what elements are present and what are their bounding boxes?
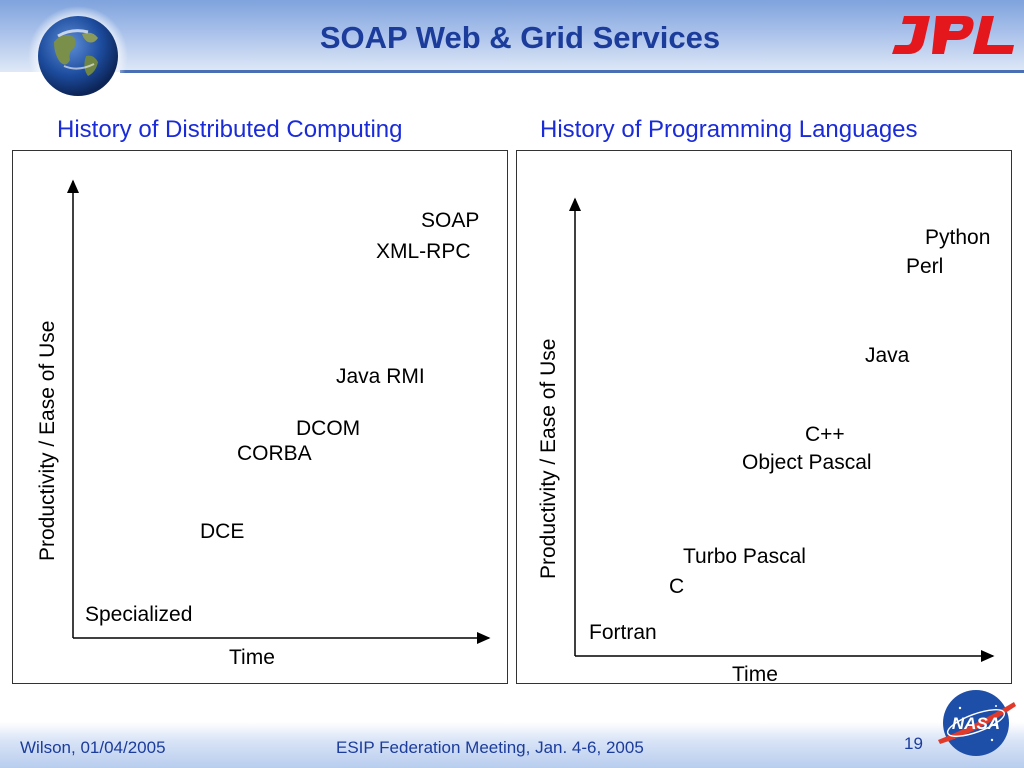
left-x-axis-label: Time xyxy=(229,646,275,669)
item-cplusplus: C++ xyxy=(805,423,845,446)
footer-event: ESIP Federation Meeting, Jan. 4-6, 2005 xyxy=(336,738,644,757)
item-perl: Perl xyxy=(906,255,944,278)
earth-globe-icon xyxy=(28,6,128,106)
right-panel-heading: History of Programming Languages xyxy=(540,116,918,143)
item-object-pascal: Object Pascal xyxy=(742,451,872,474)
item-dcom: DCOM xyxy=(296,417,361,440)
nasa-logo: NASA xyxy=(938,690,1016,756)
item-xml-rpc: XML-RPC xyxy=(376,240,471,263)
item-java-rmi: Java RMI xyxy=(336,365,425,388)
page-number: 19 xyxy=(904,734,923,753)
item-c: C xyxy=(669,575,685,598)
item-dce: DCE xyxy=(200,520,245,543)
footer-author-date: Wilson, 01/04/2005 xyxy=(20,738,166,757)
right-x-axis-label: Time xyxy=(732,663,778,686)
left-y-axis-label: Productivity / Ease of Use xyxy=(36,320,59,561)
item-corba: CORBA xyxy=(237,442,312,465)
item-specialized: Specialized xyxy=(85,603,193,626)
left-panel: Productivity / Ease of Use Time Speciali… xyxy=(12,150,508,684)
right-panel: Productivity / Ease of Use Time Fortran … xyxy=(516,150,1012,686)
left-panel-heading: History of Distributed Computing xyxy=(57,116,403,143)
item-soap: SOAP xyxy=(421,209,480,232)
item-turbo-pascal: Turbo Pascal xyxy=(683,545,806,568)
right-y-axis-label: Productivity / Ease of Use xyxy=(537,338,560,579)
footer-bar xyxy=(0,722,1024,768)
slide-title: SOAP Web & Grid Services xyxy=(319,20,721,55)
right-axes xyxy=(569,197,995,662)
svg-text:NASA: NASA xyxy=(952,714,1000,733)
item-python: Python xyxy=(925,226,991,249)
left-axes xyxy=(67,179,491,644)
header-bar xyxy=(0,0,1024,72)
header-divider xyxy=(120,70,1024,73)
jpl-logo xyxy=(892,16,1014,54)
item-fortran: Fortran xyxy=(589,621,657,644)
item-java: Java xyxy=(865,344,910,367)
